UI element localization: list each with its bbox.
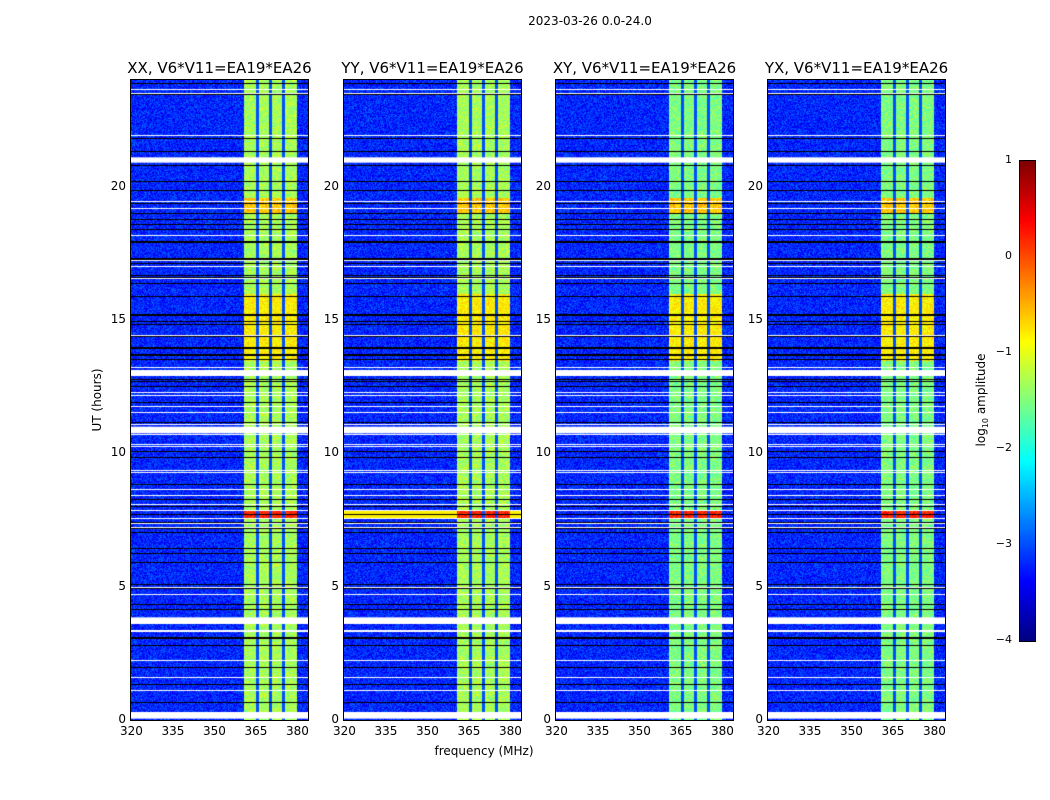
x-tick-label: 365	[244, 724, 268, 738]
y-tick-label: 0	[543, 712, 551, 726]
x-tick-label: 320	[333, 724, 356, 738]
y-tick-label: 15	[535, 312, 551, 326]
x-tick-label: 380	[498, 724, 522, 738]
y-tick-label: 20	[535, 178, 551, 193]
x-tick-label: 320	[120, 724, 143, 738]
y-tick-label: 10	[747, 445, 763, 460]
heatmap-xx	[130, 79, 309, 721]
heatmap-yx	[767, 79, 946, 721]
x-tick-label: 365	[457, 724, 481, 738]
panel-title-yx: YX, V6*V11=EA19*EA26	[764, 59, 949, 77]
colorbar-label-main: log	[973, 428, 988, 447]
y-tick-label: 20	[323, 178, 339, 193]
x-tick-label: 380	[922, 724, 946, 738]
x-tick-label: 320	[757, 724, 780, 738]
colorbar-tick-label: 0	[1005, 249, 1012, 262]
x-tick-label: 335	[586, 724, 610, 738]
colorbar-tick-label: −2	[995, 441, 1012, 454]
y-tick-label: 5	[755, 578, 763, 593]
y-tick-label: 20	[747, 178, 763, 193]
y-tick-label: 10	[323, 445, 339, 460]
y-tick-label: 15	[323, 312, 339, 326]
y-tick-label: 0	[755, 712, 763, 726]
colorbar-tick-label: −4	[995, 633, 1012, 646]
y-tick-label: 5	[331, 578, 339, 593]
y-tick-label: 15	[747, 312, 763, 326]
colorbar-tick-label: 1	[1005, 153, 1012, 166]
x-tick-label: 350	[839, 724, 863, 738]
y-tick-label: 0	[118, 712, 126, 726]
heatmap-yy	[343, 79, 522, 721]
panel-title-xy: XY, V6*V11=EA19*EA26	[552, 59, 737, 77]
y-axis-label: UT (hours)	[90, 368, 104, 432]
x-tick-label: 350	[202, 724, 226, 738]
panel-title-yy: YY, V6*V11=EA19*EA26	[341, 59, 524, 77]
heatmap-xy	[555, 79, 734, 721]
y-tick-label: 5	[118, 578, 126, 593]
x-tick-label: 365	[669, 724, 693, 738]
x-tick-label: 335	[374, 724, 398, 738]
colorbar-label: log10 amplitude	[974, 354, 990, 447]
y-tick-label: 0	[331, 712, 339, 726]
y-tick-label: 15	[110, 312, 126, 326]
colorbar	[1019, 160, 1036, 642]
panel-title-xx: XX, V6*V11=EA19*EA26	[127, 59, 312, 77]
colorbar-label-rest: amplitude	[973, 353, 988, 418]
x-tick-label: 350	[627, 724, 651, 738]
x-axis-label: frequency (MHz)	[434, 744, 534, 758]
y-tick-label: 10	[535, 445, 551, 460]
x-tick-label: 335	[798, 724, 822, 738]
x-tick-label: 320	[545, 724, 568, 738]
y-tick-label: 5	[543, 578, 551, 593]
colorbar-tick-label: −3	[995, 537, 1012, 550]
x-tick-label: 335	[161, 724, 185, 738]
x-tick-label: 380	[710, 724, 734, 738]
x-tick-label: 380	[285, 724, 309, 738]
colorbar-tick-label: −1	[995, 345, 1012, 358]
figure-title: 2023-03-26 0.0-24.0	[528, 14, 652, 28]
y-tick-label: 10	[110, 445, 126, 460]
x-tick-label: 350	[415, 724, 439, 738]
colorbar-label-sub: 10	[981, 417, 991, 429]
x-tick-label: 365	[881, 724, 905, 738]
y-tick-label: 20	[110, 178, 126, 193]
